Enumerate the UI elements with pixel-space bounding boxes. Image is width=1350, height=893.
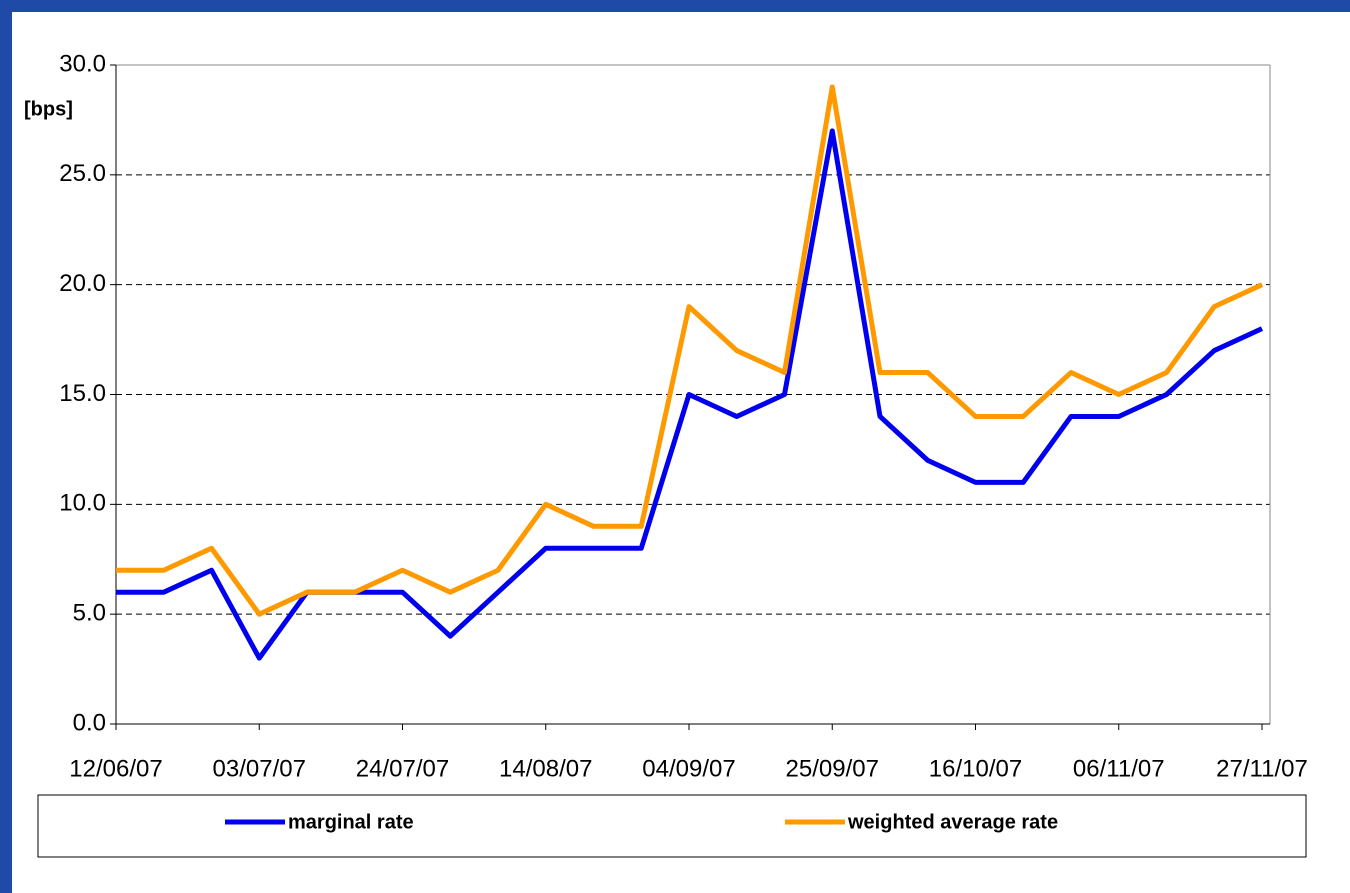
x-tick-label: 04/09/07 — [642, 755, 735, 782]
x-tick-label: 06/11/07 — [1073, 755, 1165, 782]
x-tick-label: 12/06/07 — [69, 755, 162, 782]
x-tick-label: 27/11/07 — [1216, 755, 1308, 782]
y-tick-label: 20.0 — [59, 270, 106, 297]
legend-box — [37, 794, 1307, 858]
y-tick-label: 5.0 — [73, 600, 106, 627]
y-axis-label: [bps] — [24, 98, 73, 120]
x-tick-label: 24/07/07 — [356, 755, 449, 782]
legend-label: marginal rate — [288, 811, 414, 833]
y-tick-label: 25.0 — [59, 160, 106, 187]
legend-label: weighted average rate — [847, 811, 1058, 833]
y-tick-label: 0.0 — [73, 709, 106, 736]
series-line — [116, 84, 1264, 617]
panel — [12, 12, 1350, 893]
y-tick-label: 15.0 — [59, 380, 106, 407]
y-tick-label: 30.0 — [59, 50, 106, 77]
x-tick-label: 25/09/07 — [786, 755, 879, 782]
x-tick-label: 14/08/07 — [499, 755, 592, 782]
y-tick-label: 10.0 — [59, 490, 106, 517]
x-tick-label: 16/10/07 — [929, 755, 1022, 782]
x-tick-label: 03/07/07 — [213, 755, 306, 782]
